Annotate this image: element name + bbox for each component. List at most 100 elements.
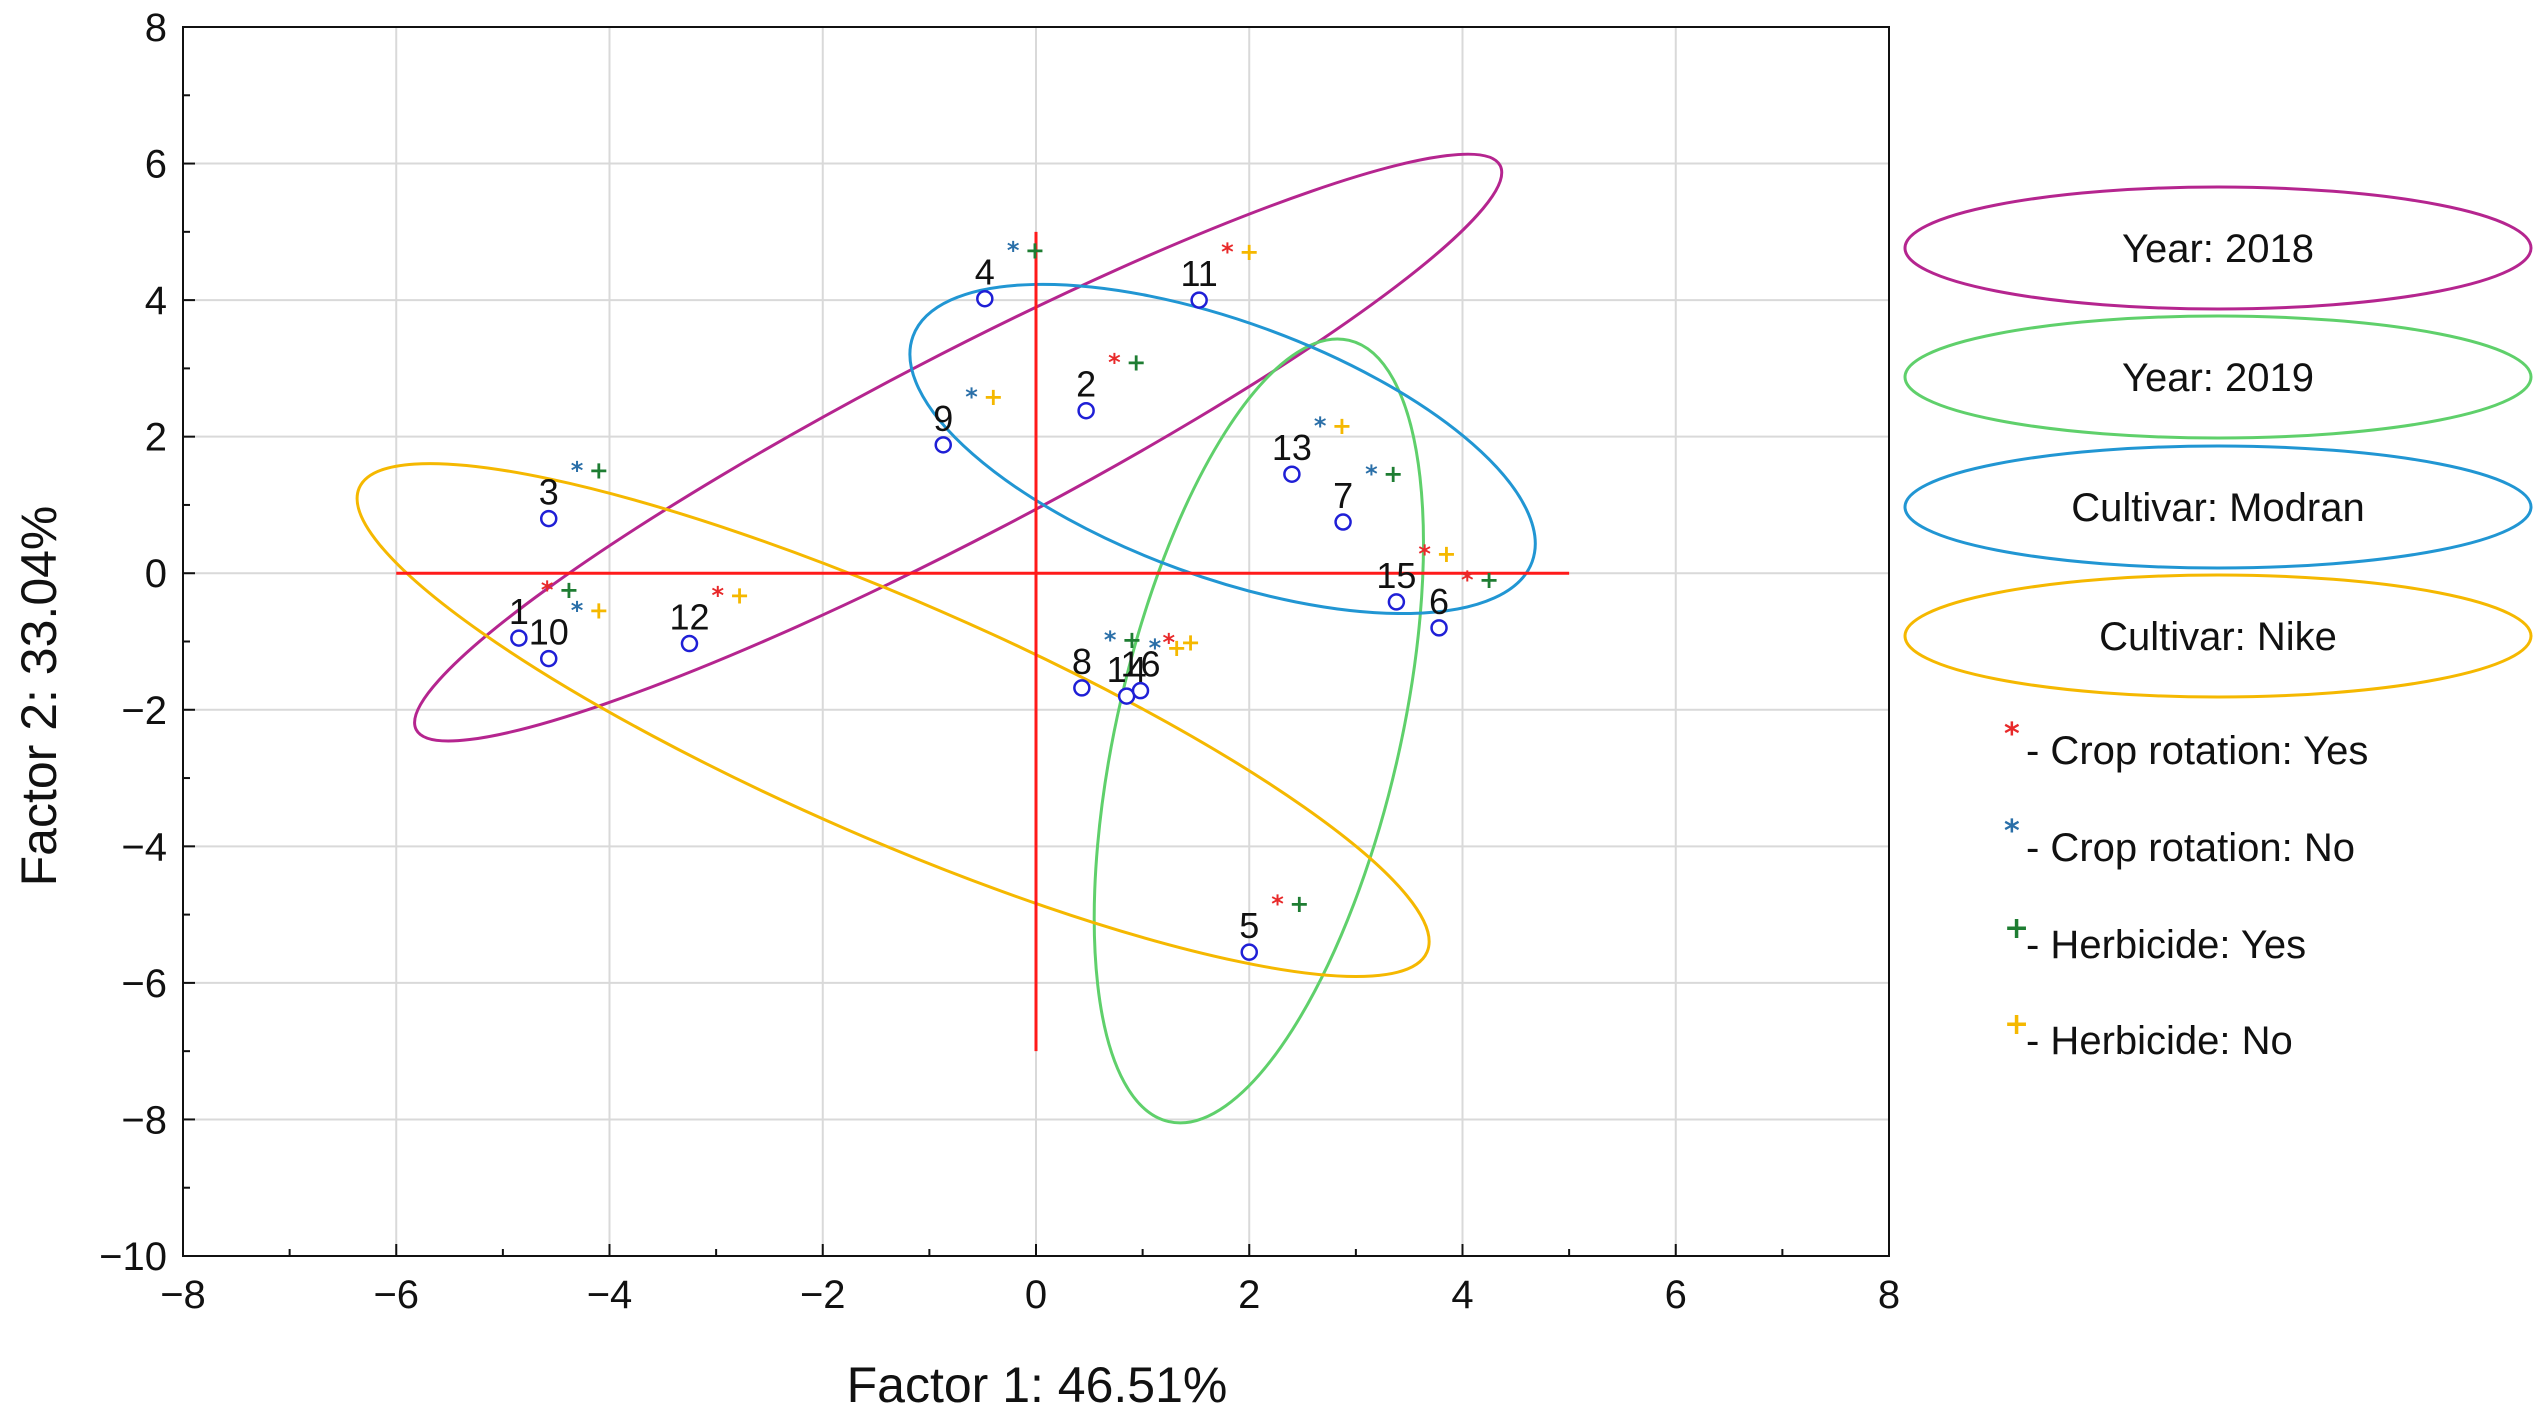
point-label: 4 xyxy=(975,252,995,293)
legend-ellipse xyxy=(1903,314,2533,440)
herbicide-marker: + xyxy=(589,457,609,485)
herbicide-marker: + xyxy=(1332,412,1352,440)
legend-marker-label: - Herbicide: No xyxy=(2026,1019,2293,1063)
data-point-15: 15* + xyxy=(1376,540,1457,611)
crop-rotation-marker: * xyxy=(1461,566,1474,594)
crop-rotation-marker: * xyxy=(1108,349,1121,377)
origin-crosshair xyxy=(396,231,1570,1052)
y-tick-label: −8 xyxy=(121,1098,167,1142)
data-point-16: 16* + xyxy=(1120,629,1201,700)
herbicide-marker: + xyxy=(1122,626,1142,654)
point-marker xyxy=(1077,401,1095,420)
point-marker xyxy=(1430,619,1448,637)
crop-rotation-marker: * xyxy=(571,457,584,485)
group-ellipses xyxy=(355,152,1537,1125)
ellipse-cultivar-nike xyxy=(355,462,1431,978)
herbicide-marker: + xyxy=(1383,460,1403,488)
legend-ellipse xyxy=(1903,573,2533,699)
data-point-8: 8 * + xyxy=(1072,626,1142,697)
point-marker xyxy=(1190,291,1208,309)
herbicide-marker: + xyxy=(1025,237,1045,265)
point-marker xyxy=(680,634,699,653)
y-tick-label: −6 xyxy=(121,962,167,1006)
x-tick-label: 2 xyxy=(1238,1273,1260,1317)
crop-rotation-marker: * xyxy=(1007,237,1020,265)
legend-marker-label: - Herbicide: Yes xyxy=(2026,923,2306,967)
y-tick-label: 2 xyxy=(145,416,167,460)
data-point-10: 10* + xyxy=(529,597,609,668)
y-tick-label: 4 xyxy=(145,279,167,323)
point-marker xyxy=(934,436,952,454)
y-axis-title: Factor 2: 33.04% xyxy=(11,506,67,887)
legend-marker-symbol: * xyxy=(2004,814,2020,849)
data-point-13: 13* + xyxy=(1272,412,1352,483)
herbicide-marker: + xyxy=(983,383,1003,411)
x-tick-label: 4 xyxy=(1451,1273,1473,1317)
point-marker xyxy=(1334,513,1352,531)
herbicide-marker: + xyxy=(559,576,579,604)
data-point-12: 12* + xyxy=(669,582,750,653)
point-marker xyxy=(510,629,528,647)
crop-rotation-marker: * xyxy=(571,597,584,625)
point-marker xyxy=(1131,681,1150,700)
legend-marker-symbol: + xyxy=(2004,1007,2029,1042)
x-tick-label: 6 xyxy=(1665,1273,1687,1317)
point-label: 11 xyxy=(1180,253,1217,294)
point-marker xyxy=(1283,465,1301,483)
x-axis-title: Factor 1: 46.51% xyxy=(847,1357,1228,1413)
point-label: 6 xyxy=(1429,581,1449,622)
crop-rotation-marker: * xyxy=(1418,540,1431,568)
crop-rotation-marker: * xyxy=(541,576,554,604)
data-point-2: 2 * + xyxy=(1076,349,1146,420)
point-marker xyxy=(539,649,558,668)
y-tick-label: −2 xyxy=(121,689,167,733)
point-label: 9 xyxy=(933,398,953,439)
data-points: 1* +2* +3* +4* +5* +6* +7* +8* +9* +10* +11* +12* +1… xyxy=(509,237,1499,961)
legend-label: Cultivar: Modran xyxy=(2071,486,2364,530)
data-point-11: 11* + xyxy=(1180,238,1259,309)
herbicide-marker: + xyxy=(1239,238,1259,266)
point-marker xyxy=(1073,679,1091,697)
point-label: 1 xyxy=(509,591,529,632)
herbicide-marker: + xyxy=(1167,634,1187,662)
legend-ellipse xyxy=(1903,444,2533,570)
point-label: 13 xyxy=(1272,427,1312,468)
point-label: 15 xyxy=(1376,555,1416,596)
point-label: 3 xyxy=(539,472,559,513)
legend-marker-label: - Crop rotation: Yes xyxy=(2026,729,2368,773)
point-label: 7 xyxy=(1333,475,1353,516)
data-point-5: 5 * + xyxy=(1239,890,1309,961)
data-point-9: 9 * + xyxy=(933,383,1003,454)
point-label: 10 xyxy=(529,612,569,653)
point-marker xyxy=(1240,943,1258,961)
point-label: 5 xyxy=(1239,905,1259,946)
x-tick-label: −6 xyxy=(373,1273,419,1317)
point-label: 16 xyxy=(1120,644,1160,685)
herbicide-marker: + xyxy=(589,597,609,625)
ellipse-year-2018 xyxy=(413,152,1504,743)
data-point-7: 7 * + xyxy=(1333,460,1403,531)
x-tick-label: 0 xyxy=(1025,1273,1047,1317)
y-tick-label: 6 xyxy=(145,143,167,187)
crop-rotation-marker: * xyxy=(1365,460,1378,488)
x-tick-label: −4 xyxy=(587,1273,633,1317)
x-tick-label: −8 xyxy=(160,1273,206,1317)
crop-rotation-marker: * xyxy=(965,383,978,411)
crop-rotation-marker: * xyxy=(1314,412,1327,440)
data-point-4: 4 * + xyxy=(975,237,1045,308)
point-label: 12 xyxy=(669,597,709,638)
legend-ellipse xyxy=(1903,185,2533,311)
data-point-3: 3 * + xyxy=(539,457,609,528)
x-tick-label: 8 xyxy=(1878,1273,1900,1317)
legend-label: Year: 2019 xyxy=(2122,356,2314,400)
point-label: 8 xyxy=(1072,641,1092,682)
data-point-1: 1 * + xyxy=(509,576,579,647)
crop-rotation-marker: * xyxy=(1104,626,1117,654)
legend-marker-label: - Crop rotation: No xyxy=(2026,826,2355,870)
herbicide-marker: + xyxy=(729,582,749,610)
crop-rotation-marker: * xyxy=(1162,629,1175,657)
crop-rotation-marker: * xyxy=(1271,890,1284,918)
point-marker xyxy=(539,509,558,528)
